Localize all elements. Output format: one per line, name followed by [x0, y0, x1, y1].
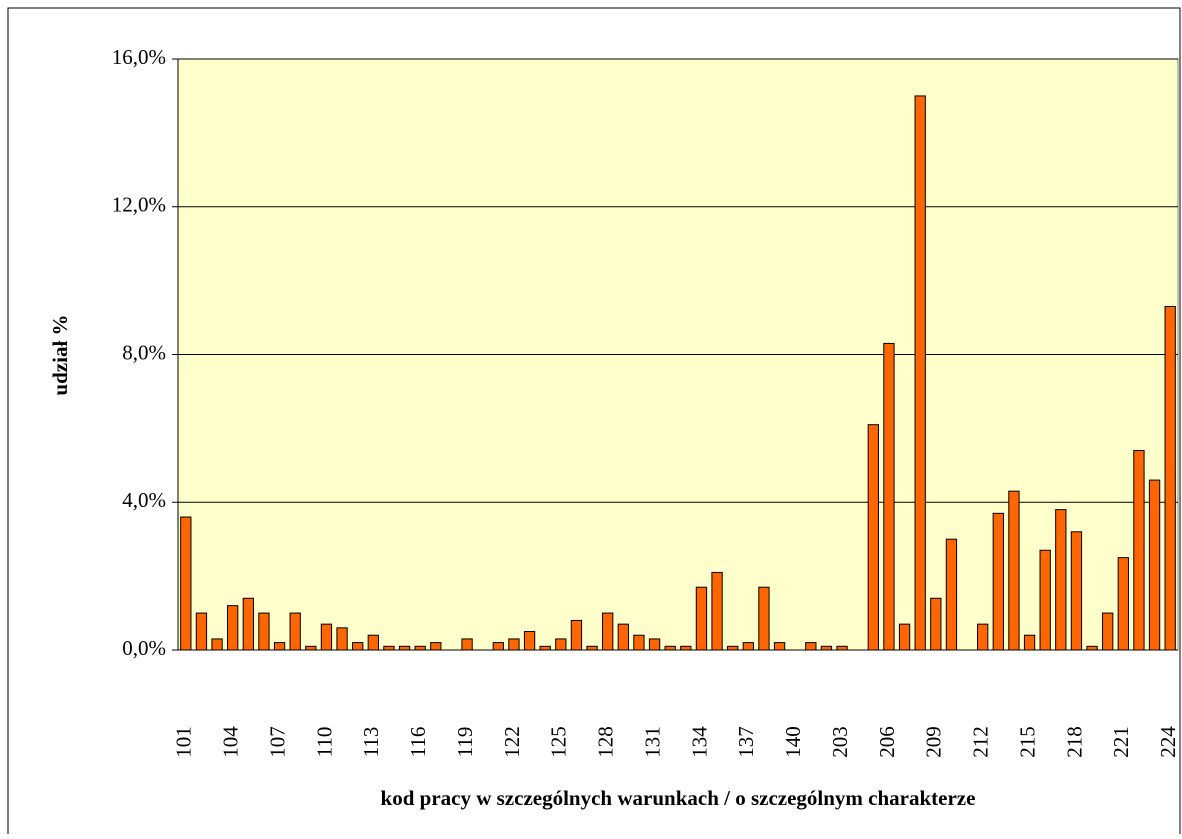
- x-tick-label: 209: [922, 726, 946, 758]
- x-tick-label: 224: [1156, 726, 1180, 758]
- bar: [1008, 490, 1020, 651]
- x-tick-label: 104: [219, 726, 243, 758]
- x-tick-label: 215: [1015, 726, 1039, 758]
- bar: [289, 612, 301, 651]
- bar: [648, 638, 661, 651]
- bar: [680, 645, 692, 651]
- bar: [320, 623, 333, 651]
- bar: [664, 645, 676, 651]
- bar: [773, 642, 786, 651]
- bar: [1039, 549, 1051, 651]
- x-tick-label: 116: [406, 727, 430, 758]
- bar: [195, 612, 208, 651]
- bar: [305, 645, 317, 651]
- bar: [805, 642, 817, 651]
- x-tick-label: 131: [640, 726, 664, 758]
- bar: [336, 627, 348, 651]
- x-tick-label: 113: [359, 727, 383, 758]
- bar: [867, 424, 879, 651]
- x-tick-label: 212: [969, 726, 993, 758]
- bar: [242, 597, 254, 651]
- bar: [430, 642, 442, 651]
- bar: [992, 512, 1004, 651]
- bar: [883, 342, 895, 651]
- x-tick-label: 134: [687, 726, 711, 758]
- bar: [633, 634, 645, 651]
- x-tick-label: 137: [734, 726, 758, 758]
- y-tick-label: 8,0%: [122, 340, 166, 364]
- bar: [523, 631, 536, 651]
- y-tick-label: 0,0%: [122, 636, 166, 660]
- bar: [930, 597, 942, 651]
- bar: [398, 645, 411, 651]
- bar: [914, 95, 926, 651]
- bar: [414, 645, 426, 651]
- bar: [617, 623, 629, 651]
- x-tick-label: 203: [828, 726, 852, 758]
- bar: [1148, 479, 1161, 651]
- x-tick-label: 122: [500, 726, 524, 758]
- bar: [1102, 612, 1114, 651]
- bar: [898, 623, 911, 651]
- bar: [742, 642, 754, 651]
- x-tick-label: 119: [453, 727, 477, 758]
- x-tick-label: 218: [1062, 726, 1086, 758]
- bar: [383, 645, 395, 651]
- bar: [586, 645, 598, 651]
- y-axis-label: udział %: [48, 314, 72, 395]
- x-tick-label: 221: [1109, 726, 1133, 758]
- bar: [1164, 305, 1176, 651]
- bar: [211, 638, 223, 651]
- x-tick-label: 125: [547, 726, 571, 758]
- bar: [1086, 645, 1098, 651]
- bar: [1117, 557, 1129, 651]
- bar: [273, 642, 286, 651]
- y-tick-label: 4,0%: [122, 488, 166, 512]
- bar: [352, 642, 364, 651]
- bar: [461, 638, 473, 651]
- bar: [180, 516, 192, 651]
- y-tick-label: 12,0%: [112, 193, 166, 217]
- x-axis-label: kod pracy w szczególnych warunkach / o s…: [381, 786, 976, 810]
- bar: [977, 623, 989, 651]
- bar: [539, 645, 551, 651]
- bar: [1133, 450, 1145, 651]
- bar: [227, 605, 239, 651]
- bar: [508, 638, 520, 651]
- bar: [711, 571, 723, 651]
- x-tick-label: 128: [594, 726, 618, 758]
- bar: [836, 645, 848, 651]
- bar: [258, 612, 270, 651]
- bar: [820, 645, 833, 651]
- bar: [1055, 509, 1067, 651]
- x-tick-label: 107: [265, 726, 289, 758]
- bar: [758, 586, 770, 651]
- bar: [570, 619, 583, 651]
- bar: [602, 612, 614, 651]
- x-tick-label: 206: [875, 726, 899, 758]
- x-tick-label: 101: [172, 726, 196, 758]
- bar: [695, 586, 708, 651]
- bar: [555, 638, 567, 651]
- y-tick-label: 16,0%: [112, 45, 166, 69]
- bar: [727, 645, 739, 651]
- bar: [1023, 634, 1036, 651]
- bar: [492, 642, 504, 651]
- bar: [367, 634, 379, 651]
- bar: [1070, 531, 1083, 651]
- x-tick-label: 110: [312, 727, 336, 758]
- x-tick-label: 140: [781, 726, 805, 758]
- bar: [945, 538, 958, 651]
